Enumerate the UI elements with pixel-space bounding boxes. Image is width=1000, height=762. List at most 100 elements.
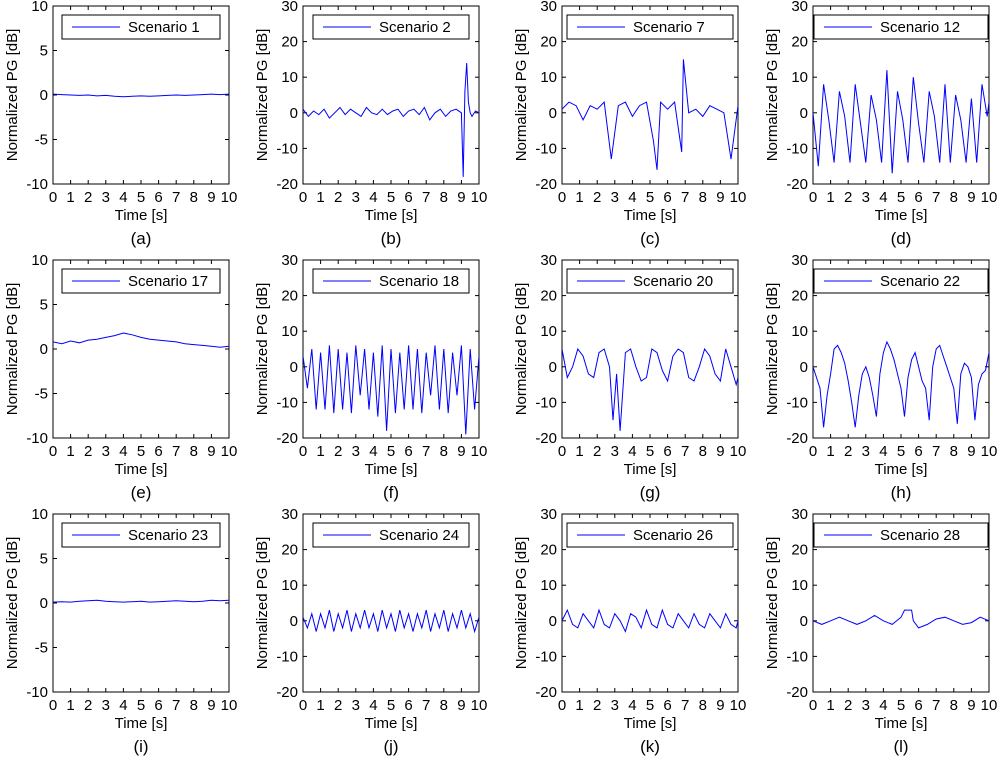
x-tick-label: 5 xyxy=(387,697,395,714)
x-tick-label: 0 xyxy=(49,443,57,460)
y-tick-label: 10 xyxy=(791,577,808,594)
legend: Scenario 2 xyxy=(312,14,470,40)
x-tick-label: 5 xyxy=(646,697,654,714)
x-axis-label: Time [s] xyxy=(875,461,928,478)
series-line-l xyxy=(813,609,989,629)
x-tick-label: 7 xyxy=(932,697,940,714)
x-tick-label: 8 xyxy=(950,697,958,714)
y-tick-label: 0 xyxy=(549,359,557,376)
panel-caption: (l) xyxy=(893,737,908,756)
y-tick-label: 30 xyxy=(540,506,557,523)
series-line-i xyxy=(53,599,229,603)
y-axis-label: Normalized PG [dB] xyxy=(254,283,271,416)
x-tick-label: 1 xyxy=(316,443,324,460)
x-tick-label: 4 xyxy=(879,697,887,714)
x-tick-label: 0 xyxy=(49,697,57,714)
x-tick-label: 0 xyxy=(558,189,566,206)
y-tick-label: 5 xyxy=(40,551,48,568)
series-line-d xyxy=(813,70,989,174)
y-tick-label: -20 xyxy=(276,684,298,701)
legend-box xyxy=(813,14,989,40)
x-tick-label: 10 xyxy=(471,189,488,206)
x-tick-label: 6 xyxy=(404,443,412,460)
x-tick-label: 9 xyxy=(457,189,465,206)
x-tick-label: 0 xyxy=(809,189,817,206)
y-tick-label: 20 xyxy=(540,288,557,305)
x-tick-label: 9 xyxy=(967,189,975,206)
y-tick-label: 20 xyxy=(791,34,808,51)
x-tick-label: 8 xyxy=(440,443,448,460)
x-tick-label: 3 xyxy=(352,189,360,206)
x-tick-label: 7 xyxy=(172,189,180,206)
x-tick-label: 4 xyxy=(879,443,887,460)
x-tick-label: 10 xyxy=(730,189,747,206)
x-tick-label: 4 xyxy=(119,189,127,206)
y-tick-label: 10 xyxy=(31,0,48,15)
y-tick-label: -5 xyxy=(35,640,48,657)
x-tick-label: 10 xyxy=(221,697,238,714)
y-tick-label: 20 xyxy=(791,542,808,559)
y-tick-label: 30 xyxy=(791,0,808,15)
y-tick-label: 10 xyxy=(281,323,298,340)
x-tick-label: 0 xyxy=(809,697,817,714)
x-tick-label: 10 xyxy=(471,697,488,714)
x-tick-label: 8 xyxy=(950,443,958,460)
x-tick-label: 4 xyxy=(628,697,636,714)
x-tick-label: 7 xyxy=(932,443,940,460)
x-tick-label: 3 xyxy=(862,697,870,714)
x-tick-label: 0 xyxy=(299,443,307,460)
x-tick-label: 7 xyxy=(422,443,430,460)
x-tick-label: 6 xyxy=(663,189,671,206)
legend: Scenario 28 xyxy=(813,522,989,548)
panel-caption: (g) xyxy=(640,483,661,502)
y-axis-label: Normalized PG [dB] xyxy=(254,29,271,162)
legend: Scenario 23 xyxy=(61,522,221,548)
y-tick-label: 10 xyxy=(791,69,808,86)
x-tick-label: 7 xyxy=(681,697,689,714)
legend-label: Scenario 23 xyxy=(128,527,208,544)
x-tick-label: 8 xyxy=(190,189,198,206)
y-axis-label: Normalized PG [dB] xyxy=(764,537,781,670)
x-tick-label: 7 xyxy=(172,697,180,714)
y-tick-label: -10 xyxy=(276,140,298,157)
y-tick-label: 30 xyxy=(791,506,808,523)
x-tick-label: 3 xyxy=(102,697,110,714)
x-tick-label: 3 xyxy=(862,189,870,206)
x-tick-label: 9 xyxy=(207,189,215,206)
panel-caption: (i) xyxy=(133,737,148,756)
x-tick-label: 9 xyxy=(716,443,724,460)
y-tick-label: -20 xyxy=(535,430,557,447)
x-tick-label: 5 xyxy=(137,189,145,206)
x-tick-label: 5 xyxy=(137,697,145,714)
x-tick-label: 8 xyxy=(440,697,448,714)
y-axis-label: Normalized PG [dB] xyxy=(254,537,271,670)
y-tick-label: 0 xyxy=(290,359,298,376)
y-tick-label: 0 xyxy=(800,613,808,630)
x-tick-label: 0 xyxy=(558,697,566,714)
x-tick-label: 4 xyxy=(879,189,887,206)
x-tick-label: 8 xyxy=(440,189,448,206)
x-tick-label: 4 xyxy=(628,443,636,460)
y-tick-label: 20 xyxy=(281,288,298,305)
x-tick-label: 5 xyxy=(897,189,905,206)
x-axis-label: Time [s] xyxy=(875,715,928,732)
y-tick-label: 30 xyxy=(791,252,808,269)
x-tick-label: 3 xyxy=(102,443,110,460)
legend: Scenario 26 xyxy=(566,522,734,548)
legend-label: Scenario 12 xyxy=(880,19,960,36)
x-tick-label: 10 xyxy=(221,189,238,206)
x-tick-label: 5 xyxy=(646,189,654,206)
x-tick-label: 6 xyxy=(914,443,922,460)
x-tick-label: 2 xyxy=(334,697,342,714)
y-axis-label: Normalized PG [dB] xyxy=(4,537,21,670)
x-tick-label: 2 xyxy=(593,443,601,460)
y-axis-label: Normalized PG [dB] xyxy=(513,537,530,670)
x-tick-label: 4 xyxy=(369,697,377,714)
x-tick-label: 3 xyxy=(611,189,619,206)
x-tick-label: 2 xyxy=(334,189,342,206)
x-tick-label: 8 xyxy=(699,697,707,714)
x-tick-label: 6 xyxy=(154,443,162,460)
y-tick-label: 0 xyxy=(40,87,48,104)
